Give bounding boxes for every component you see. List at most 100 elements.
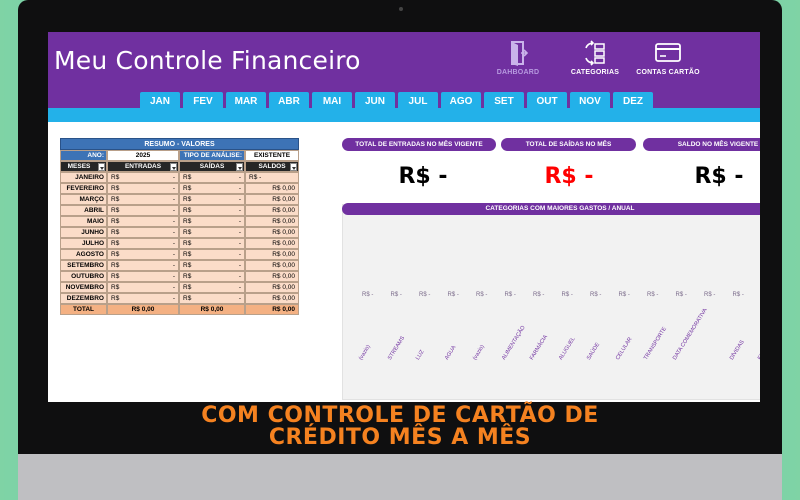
- month-name: FEVEREIRO: [60, 183, 107, 194]
- chart-value-label: R$ -: [504, 292, 516, 298]
- nav-card-accounts-button[interactable]: CONTAS CARTÃO: [628, 40, 708, 76]
- category-chart-title: CATEGORIAS COM MAIORES GASTOS / ANUAL: [342, 203, 760, 215]
- balance-value: R$ 0,00: [245, 227, 299, 238]
- kpi-saidas-value: R$ -: [544, 164, 594, 189]
- tab-jun[interactable]: JUN: [355, 92, 395, 110]
- month-name: JUNHO: [60, 227, 107, 238]
- laptop-frame: Meu Controle Financeiro DAHBOARD CATE: [18, 0, 782, 500]
- in-value: R$ -: [107, 205, 179, 216]
- chart-value-label: R$ -: [704, 292, 716, 298]
- in-value: R$ -: [107, 216, 179, 227]
- month-tabs: JAN FEV MAR ABR MAI JUN JUL AGO SET OUT …: [140, 92, 653, 110]
- month-name: NOVEMBRO: [60, 282, 107, 293]
- credit-card-icon: [655, 43, 681, 62]
- table-row: MAIO R$ - R$ - R$ 0,00: [60, 216, 299, 227]
- dashboard-door-icon: [511, 41, 529, 66]
- out-value: R$ -: [179, 249, 245, 260]
- tab-out[interactable]: OUT: [527, 92, 567, 110]
- laptop-base: [18, 454, 782, 500]
- filter-dropdown-icon[interactable]: [290, 163, 297, 171]
- year-label: ANO:: [60, 150, 107, 161]
- tab-ago[interactable]: AGO: [441, 92, 481, 110]
- table-row: FEVEREIRO R$ - R$ - R$ 0,00: [60, 183, 299, 194]
- out-value: R$ -: [179, 271, 245, 282]
- in-value: R$ -: [107, 172, 179, 183]
- out-value: R$ -: [179, 172, 245, 183]
- total-out: R$ 0,00: [179, 304, 245, 315]
- kpi-entradas-label: TOTAL DE ENTRADAS NO MÊS VIGENTE: [342, 138, 496, 151]
- balance-value: R$ 0,00: [245, 194, 299, 205]
- filter-dropdown-icon[interactable]: [98, 163, 105, 171]
- out-value: R$ -: [179, 227, 245, 238]
- month-name: ABRIL: [60, 205, 107, 216]
- accent-strip: [48, 108, 760, 122]
- nav-categories-button[interactable]: CATEGORIAS: [555, 40, 635, 76]
- summary-table: RESUMO - VALORES ANO: 2025 TIPO DE ANÁLI…: [60, 138, 299, 315]
- balance-value: R$ 0,00: [245, 238, 299, 249]
- in-value: R$ -: [107, 194, 179, 205]
- out-value: R$ -: [179, 293, 245, 304]
- chart-value-label: R$ -: [419, 292, 431, 298]
- table-row: ABRIL R$ - R$ - R$ 0,00: [60, 205, 299, 216]
- col-balance-header[interactable]: SALDOS: [245, 161, 299, 172]
- promo-caption-line1: COM CONTROLE DE CARTÃO DE: [201, 403, 599, 428]
- balance-value: R$ 0,00: [245, 271, 299, 282]
- total-row: TOTAL R$ 0,00 R$ 0,00 R$ 0,00: [60, 304, 299, 315]
- kpi-saidas-label: TOTAL DE SAÍDAS NO MÊS: [501, 138, 636, 151]
- filter-dropdown-icon[interactable]: [170, 163, 177, 171]
- month-name: AGOSTO: [60, 249, 107, 260]
- tab-nov[interactable]: NOV: [570, 92, 610, 110]
- month-name: MAIO: [60, 216, 107, 227]
- nav-card-accounts-label: CONTAS CARTÃO: [636, 69, 700, 76]
- col-in-header[interactable]: ENTRADAS: [107, 161, 179, 172]
- filter-dropdown-icon[interactable]: [236, 163, 243, 171]
- top-header: Meu Controle Financeiro DAHBOARD CATE: [48, 32, 760, 90]
- in-value: R$ -: [107, 238, 179, 249]
- in-value: R$ -: [107, 183, 179, 194]
- tab-mar[interactable]: MAR: [226, 92, 266, 110]
- balance-value: R$ 0,00: [245, 282, 299, 293]
- tab-dez[interactable]: DEZ: [613, 92, 653, 110]
- month-name: SETEMBRO: [60, 260, 107, 271]
- tab-jan[interactable]: JAN: [140, 92, 180, 110]
- in-value: R$ -: [107, 227, 179, 238]
- table-row: JANEIRO R$ - R$ - R$ -: [60, 172, 299, 183]
- analysis-value[interactable]: EXISTENTE: [245, 150, 299, 161]
- balance-value: R$ 0,00: [245, 249, 299, 260]
- chart-value-label: R$ -: [362, 292, 374, 298]
- month-name: DEZEMBRO: [60, 293, 107, 304]
- app-title: Meu Controle Financeiro: [54, 46, 361, 75]
- tab-fev[interactable]: FEV: [183, 92, 223, 110]
- out-value: R$ -: [179, 183, 245, 194]
- nav-dashboard-button[interactable]: DAHBOARD: [478, 40, 558, 76]
- chart-value-label: R$ -: [675, 292, 687, 298]
- chart-value-label: R$ -: [647, 292, 659, 298]
- kpi-saldo-value: R$ -: [694, 164, 744, 189]
- out-value: R$ -: [179, 238, 245, 249]
- balance-value: R$ 0,00: [245, 205, 299, 216]
- tab-set[interactable]: SET: [484, 92, 524, 110]
- month-name: MARÇO: [60, 194, 107, 205]
- tab-mai[interactable]: MAI: [312, 92, 352, 110]
- table-row: OUTUBRO R$ - R$ - R$ 0,00: [60, 271, 299, 282]
- tab-jul[interactable]: JUL: [398, 92, 438, 110]
- analysis-label: TIPO DE ANÁLISE:: [179, 150, 245, 161]
- tab-abr[interactable]: ABR: [269, 92, 309, 110]
- kpi-saldo-label: SALDO NO MÊS VIGENTE: [643, 138, 760, 151]
- in-value: R$ -: [107, 260, 179, 271]
- col-out-header[interactable]: SAÍDAS: [179, 161, 245, 172]
- year-value[interactable]: 2025: [107, 150, 179, 161]
- in-value: R$ -: [107, 282, 179, 293]
- chart-value-label: R$ -: [390, 292, 402, 298]
- in-value: R$ -: [107, 249, 179, 260]
- chart-value-label: R$ -: [732, 292, 744, 298]
- kpi-entradas-value: R$ -: [398, 164, 448, 189]
- col-months-header[interactable]: MESES: [60, 161, 107, 172]
- total-balance: R$ 0,00: [245, 304, 299, 315]
- out-value: R$ -: [179, 216, 245, 227]
- out-value: R$ -: [179, 205, 245, 216]
- category-chart-panel: [342, 204, 760, 400]
- nav-dashboard-label: DAHBOARD: [496, 69, 540, 76]
- balance-value: R$ 0,00: [245, 260, 299, 271]
- promo-caption: COM CONTROLE DE CARTÃO DE CRÉDITO MÊS A …: [140, 405, 660, 449]
